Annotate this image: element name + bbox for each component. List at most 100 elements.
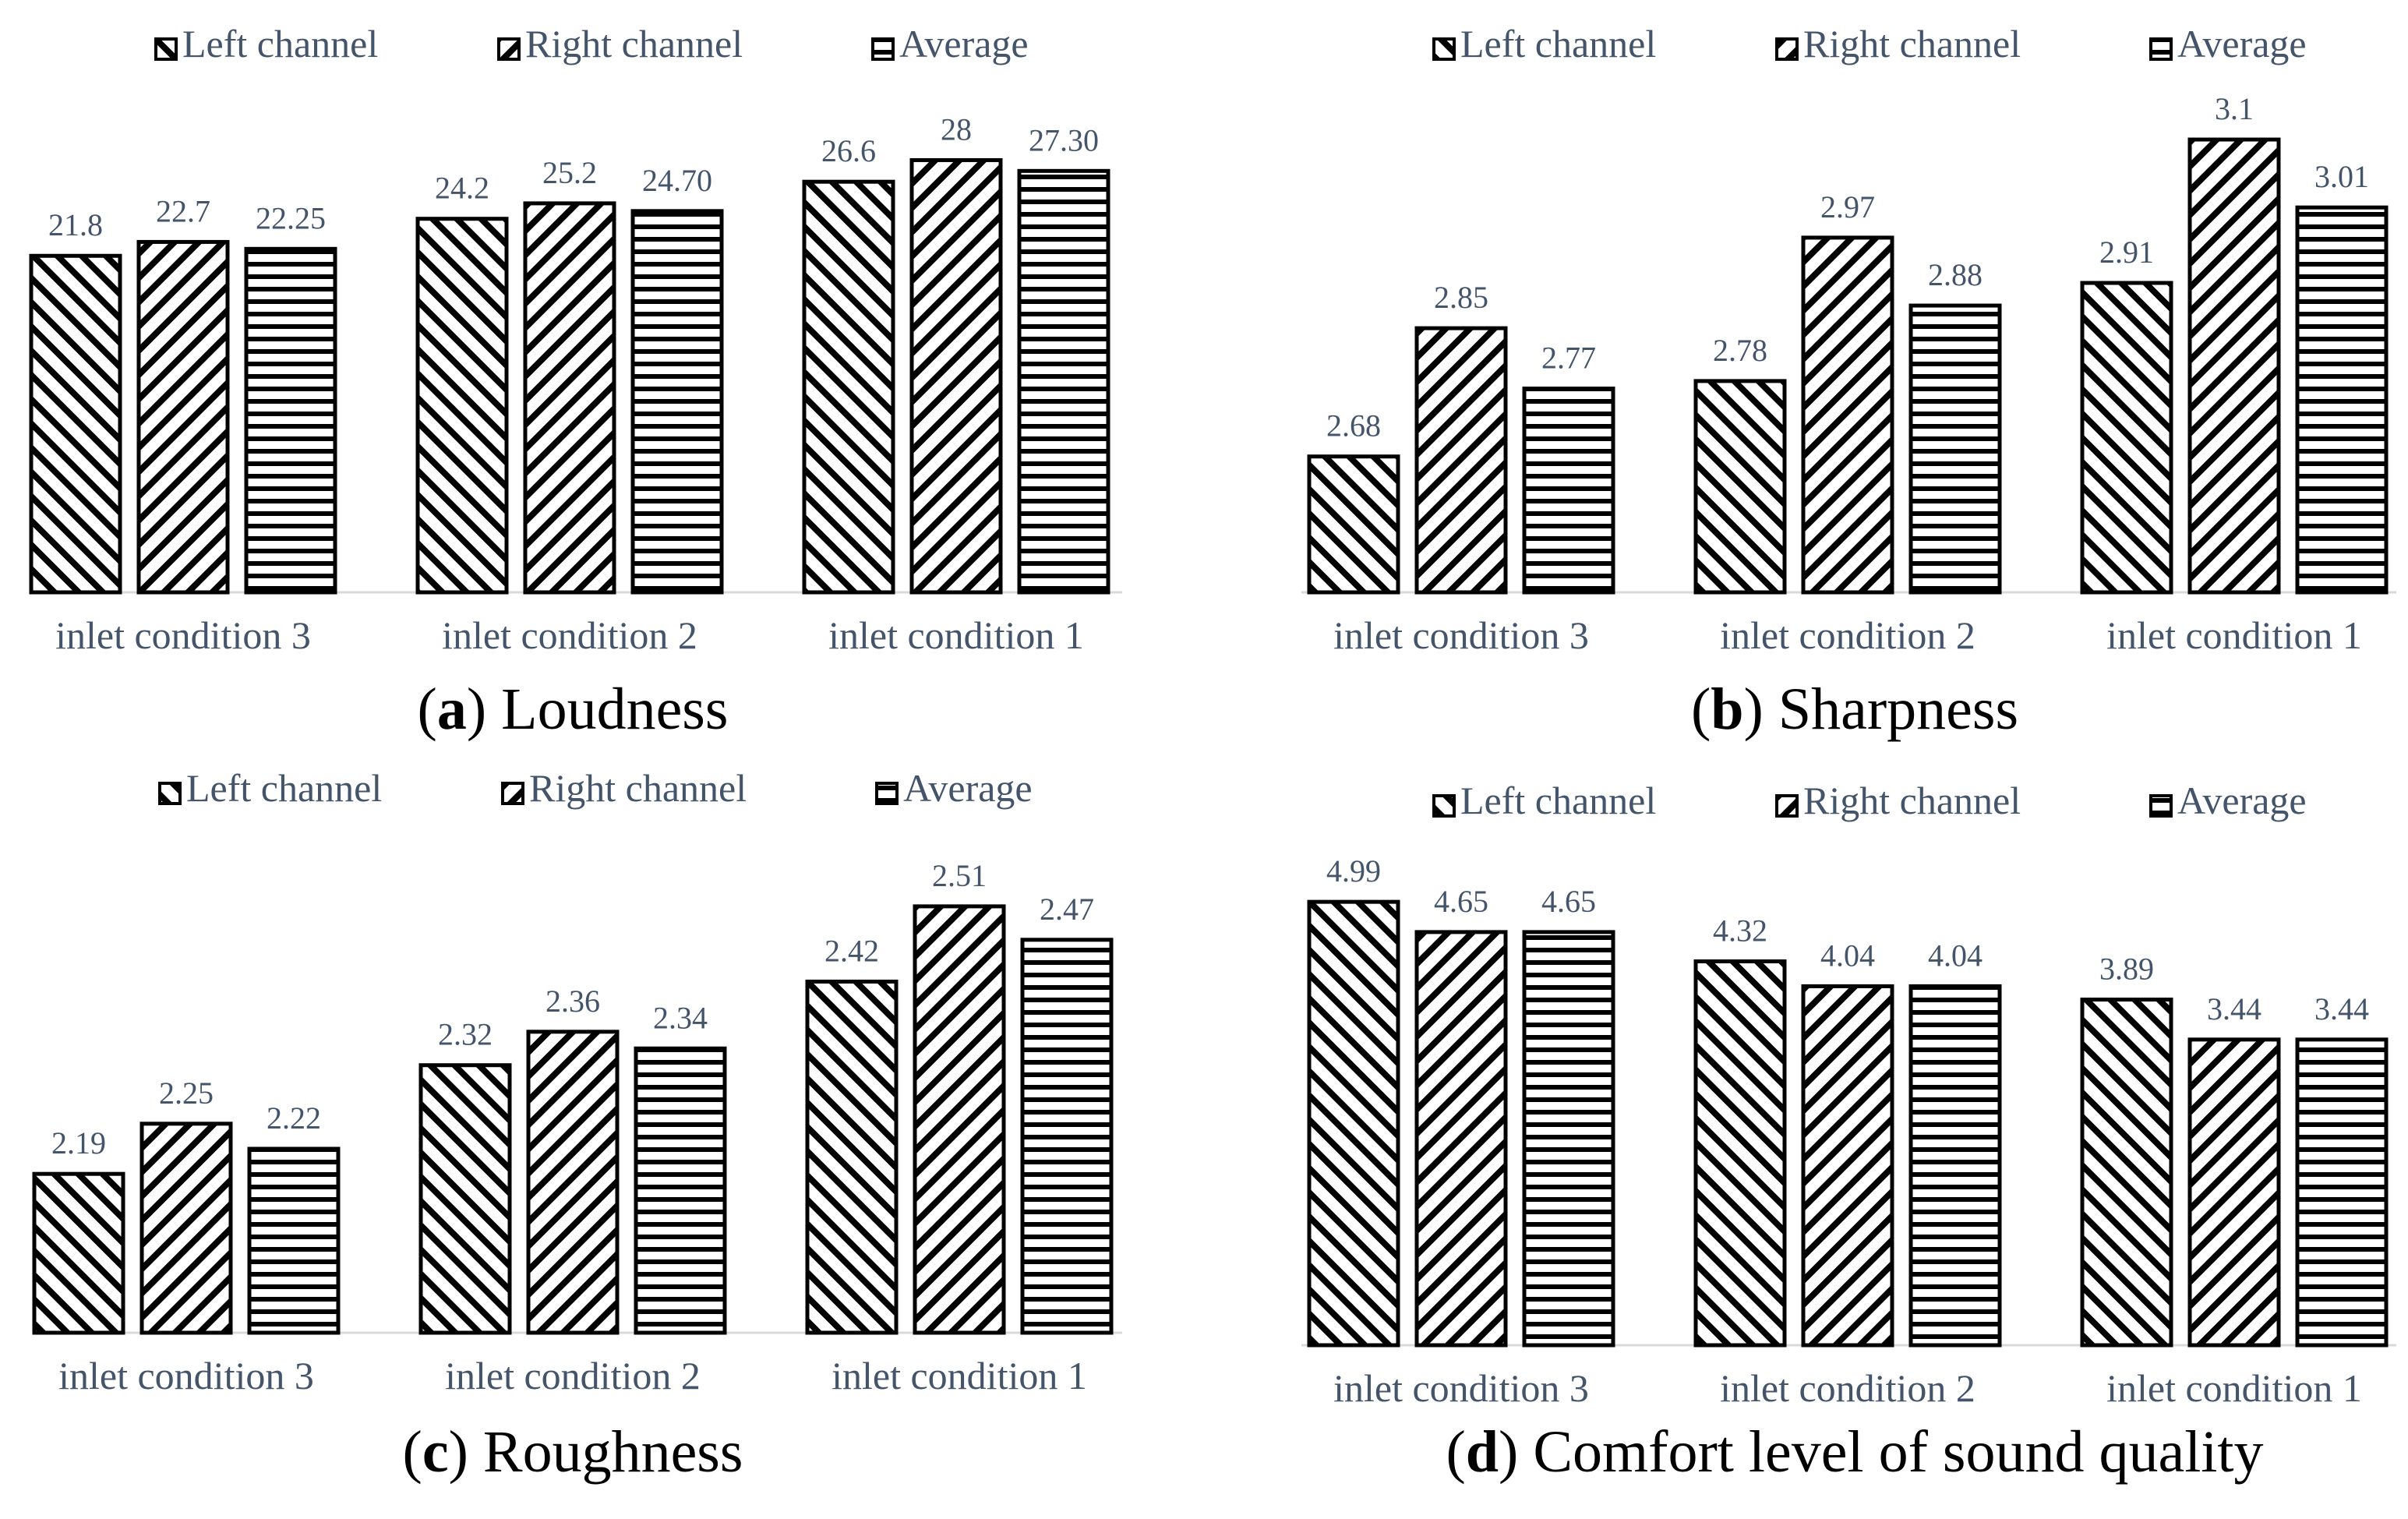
- panel-caption-a: (a) Loudness: [418, 676, 729, 742]
- bar-a-inlet-condition-2-right-channel: [523, 201, 616, 595]
- caption-paren-open: (: [1446, 1419, 1465, 1485]
- data-label: 2.42: [824, 933, 879, 968]
- bar-b-inlet-condition-2-left-channel: [1693, 379, 1787, 595]
- category-label-inlet-condition-1: inlet condition 1: [832, 1354, 1087, 1397]
- data-label: 2.32: [438, 1017, 493, 1052]
- data-label: 3.89: [2099, 952, 2154, 987]
- bar-c-inlet-condition-2-right-channel: [526, 1030, 620, 1335]
- horizontal-hatch-icon: [2149, 37, 2173, 61]
- bar-d-inlet-condition-1-left-channel: [2080, 998, 2173, 1348]
- bar-b-inlet-condition-2-average: [1908, 303, 2002, 595]
- category-label-inlet-condition-2: inlet condition 2: [1720, 613, 1975, 657]
- bar-b-inlet-condition-3-average: [1522, 387, 1615, 595]
- back-diagonal-hatch-icon: [1432, 794, 1456, 818]
- data-label: 2.19: [51, 1125, 106, 1160]
- forward-diagonal-hatch-icon: [1775, 794, 1799, 818]
- data-label: 24.2: [435, 171, 489, 206]
- data-label: 26.6: [821, 133, 876, 168]
- bar-b-inlet-condition-2-right-channel: [1801, 235, 1894, 595]
- legend-label-left-channel: Left channel: [1460, 779, 1656, 822]
- caption-letter: c: [422, 1419, 449, 1485]
- bar-b-inlet-condition-1-right-channel: [2187, 137, 2281, 595]
- caption-title: ) Comfort level of sound quality: [1499, 1419, 2264, 1485]
- horizontal-hatch-icon: [2149, 794, 2173, 818]
- category-label-inlet-condition-1: inlet condition 1: [2106, 1366, 2362, 1410]
- legend-label-left-channel: Left channel: [1460, 22, 1656, 65]
- bar-c-inlet-condition-3-right-channel: [139, 1122, 233, 1335]
- legend-label-average: Average: [903, 766, 1033, 810]
- category-label-inlet-condition-2: inlet condition 2: [442, 613, 697, 657]
- data-label: 22.7: [156, 193, 210, 228]
- data-label: 2.97: [1820, 189, 1875, 224]
- bar-d-inlet-condition-3-right-channel: [1414, 930, 1508, 1348]
- chart-panel-a: Left channel Right channel Average 21.8 22.7…: [29, 22, 1122, 742]
- bar-c-inlet-condition-1-left-channel: [805, 979, 899, 1335]
- caption-paren-open: (: [403, 1419, 422, 1485]
- data-label: 3.01: [2314, 159, 2369, 194]
- chart-panel-c: Left channel Right channel Average 2.19 2.25…: [32, 766, 1122, 1485]
- bar-d-inlet-condition-3-average: [1522, 930, 1615, 1348]
- bar-a-inlet-condition-3-right-channel: [136, 239, 230, 595]
- category-label-inlet-condition-2: inlet condition 2: [445, 1354, 701, 1397]
- data-label: 27.30: [1029, 122, 1099, 157]
- data-label: 21.8: [48, 207, 103, 242]
- data-label: 3.44: [2207, 991, 2261, 1026]
- chart-panel-d: Left channel Right channel Average 4.99 4.65…: [1301, 779, 2396, 1485]
- category-label-inlet-condition-3: inlet condition 3: [55, 613, 311, 657]
- panel-caption-d: (d) Comfort level of sound quality: [1446, 1419, 2263, 1485]
- data-label: 4.04: [1820, 938, 1875, 973]
- bar-b-inlet-condition-3-left-channel: [1307, 454, 1400, 595]
- legend-label-average: Average: [2177, 779, 2307, 822]
- data-label: 2.88: [1928, 257, 1983, 292]
- horizontal-hatch-icon: [871, 37, 895, 61]
- data-label: 2.77: [1541, 341, 1596, 376]
- data-label: 4.99: [1326, 853, 1381, 888]
- panel-caption-b: (b) Sharpness: [1691, 676, 2018, 742]
- caption-letter: a: [437, 676, 467, 742]
- data-label: 2.22: [267, 1100, 321, 1136]
- category-label-inlet-condition-1: inlet condition 1: [828, 613, 1084, 657]
- data-label: 2.47: [1040, 892, 1094, 927]
- data-label: 2.68: [1326, 408, 1381, 443]
- data-label: 2.91: [2099, 235, 2154, 270]
- data-label: 22.25: [256, 200, 326, 235]
- bar-c-inlet-condition-3-left-channel: [32, 1171, 125, 1335]
- horizontal-hatch-icon: [875, 782, 899, 805]
- forward-diagonal-hatch-icon: [501, 782, 524, 805]
- bar-c-inlet-condition-1-average: [1020, 938, 1114, 1335]
- bar-b-inlet-condition-1-left-channel: [2080, 281, 2173, 595]
- data-label: 4.04: [1928, 938, 1983, 973]
- legend-label-right-channel: Right channel: [1803, 22, 2021, 65]
- bar-a-inlet-condition-2-average: [630, 209, 724, 595]
- bar-a-inlet-condition-1-left-channel: [802, 179, 895, 595]
- bar-b-inlet-condition-1-average: [2295, 205, 2389, 595]
- legend-label-left-channel: Left channel: [186, 766, 382, 810]
- legend-label-right-channel: Right channel: [1803, 779, 2021, 822]
- back-diagonal-hatch-icon: [154, 37, 178, 61]
- data-label: 2.36: [546, 984, 600, 1019]
- caption-paren-open: (: [1691, 676, 1711, 742]
- bar-d-inlet-condition-3-left-channel: [1307, 899, 1400, 1348]
- bar-a-inlet-condition-3-average: [244, 246, 337, 595]
- bar-c-inlet-condition-3-average: [247, 1146, 341, 1335]
- caption-letter: d: [1466, 1419, 1499, 1485]
- category-label-inlet-condition-2: inlet condition 2: [1720, 1366, 1975, 1410]
- data-label: 2.34: [653, 1000, 708, 1035]
- bar-c-inlet-condition-2-left-channel: [418, 1063, 512, 1335]
- category-label-inlet-condition-3: inlet condition 3: [58, 1354, 314, 1397]
- data-label: 2.78: [1713, 333, 1767, 368]
- bar-c-inlet-condition-2-average: [634, 1046, 727, 1335]
- panel-caption-c: (c) Roughness: [403, 1419, 743, 1485]
- caption-title: ) Roughness: [449, 1419, 743, 1485]
- caption-letter: b: [1711, 676, 1743, 742]
- bar-d-inlet-condition-2-average: [1908, 984, 2002, 1348]
- legend-label-right-channel: Right channel: [525, 22, 743, 65]
- data-label: 24.70: [642, 163, 712, 198]
- bar-a-inlet-condition-3-left-channel: [29, 253, 122, 595]
- legend-label-right-channel: Right channel: [529, 766, 747, 810]
- data-label: 2.85: [1434, 280, 1488, 315]
- chart-panel-b: Left channel Right channel Average 2.68 2.85…: [1301, 22, 2396, 742]
- back-diagonal-hatch-icon: [1432, 37, 1456, 61]
- bar-d-inlet-condition-2-left-channel: [1693, 959, 1787, 1348]
